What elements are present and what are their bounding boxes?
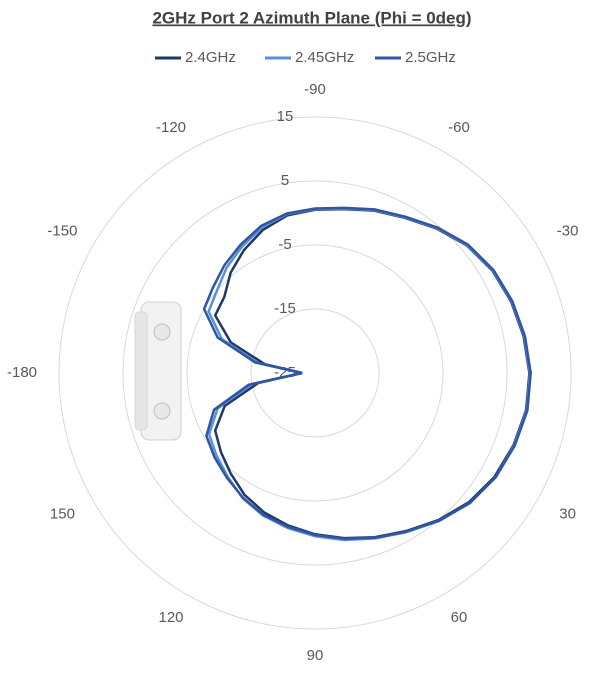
device-icon [135,302,181,440]
chart-title: 2GHz Port 2 Azimuth Plane (Phi = 0deg) [152,8,471,27]
r-tick-label: -5 [278,236,291,253]
r-tick-label: -15 [274,300,296,317]
r-tick-label: 5 [281,172,289,189]
legend-label: 2.5GHz [405,49,456,66]
angle-label: -120 [156,119,186,136]
angle-label: 120 [158,609,183,626]
legend-label: 2.4GHz [185,49,236,66]
angle-label: -90 [304,81,326,98]
angle-label: -30 [557,222,579,239]
angle-label: 90 [307,647,324,664]
angle-label: 150 [50,505,75,522]
angle-label: -180 [7,364,37,381]
legend-label: 2.45GHz [295,49,354,66]
r-tick-label: 15 [277,108,294,125]
angle-label: 30 [559,505,576,522]
angle-label: -150 [47,222,77,239]
chart: 2GHz Port 2 Azimuth Plane (Phi = 0deg) -… [0,0,596,670]
background [0,0,596,670]
angle-label: -60 [448,119,470,136]
angle-label: 60 [451,609,468,626]
